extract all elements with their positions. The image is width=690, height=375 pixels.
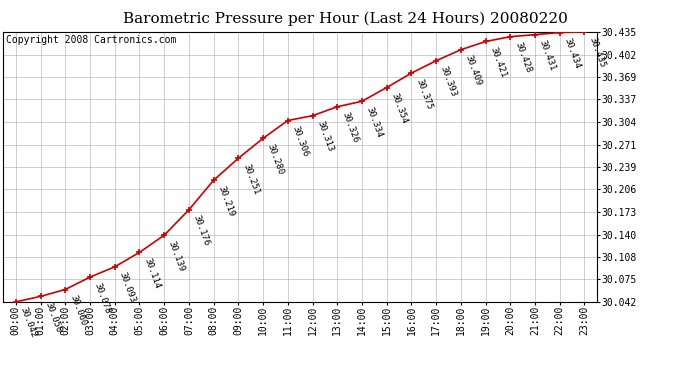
Text: 30.326: 30.326 bbox=[340, 111, 359, 144]
Text: 30.313: 30.313 bbox=[315, 120, 335, 153]
Text: 30.393: 30.393 bbox=[439, 65, 458, 98]
Text: 30.219: 30.219 bbox=[217, 184, 236, 218]
Text: 30.431: 30.431 bbox=[538, 39, 558, 72]
Text: 30.280: 30.280 bbox=[266, 142, 286, 176]
Text: 30.354: 30.354 bbox=[389, 92, 409, 125]
Text: 30.078: 30.078 bbox=[92, 281, 112, 315]
Text: 30.435: 30.435 bbox=[587, 36, 607, 69]
Text: 30.114: 30.114 bbox=[142, 256, 161, 290]
Text: 30.251: 30.251 bbox=[241, 162, 261, 196]
Text: 30.306: 30.306 bbox=[290, 124, 310, 158]
Text: 30.334: 30.334 bbox=[365, 105, 384, 139]
Text: Copyright 2008 Cartronics.com: Copyright 2008 Cartronics.com bbox=[6, 34, 177, 45]
Text: 30.421: 30.421 bbox=[489, 46, 508, 79]
Text: Barometric Pressure per Hour (Last 24 Hours) 20080220: Barometric Pressure per Hour (Last 24 Ho… bbox=[123, 11, 567, 26]
Text: 30.434: 30.434 bbox=[562, 37, 582, 70]
Text: 30.093: 30.093 bbox=[117, 271, 137, 304]
Text: 30.060: 30.060 bbox=[68, 294, 88, 327]
Text: 30.409: 30.409 bbox=[464, 54, 483, 87]
Text: 30.428: 30.428 bbox=[513, 41, 533, 74]
Text: 30.176: 30.176 bbox=[192, 214, 211, 248]
Text: 30.050: 30.050 bbox=[43, 300, 63, 334]
Text: 30.042: 30.042 bbox=[19, 306, 38, 339]
Text: 30.139: 30.139 bbox=[167, 239, 186, 273]
Text: 30.375: 30.375 bbox=[414, 77, 434, 111]
